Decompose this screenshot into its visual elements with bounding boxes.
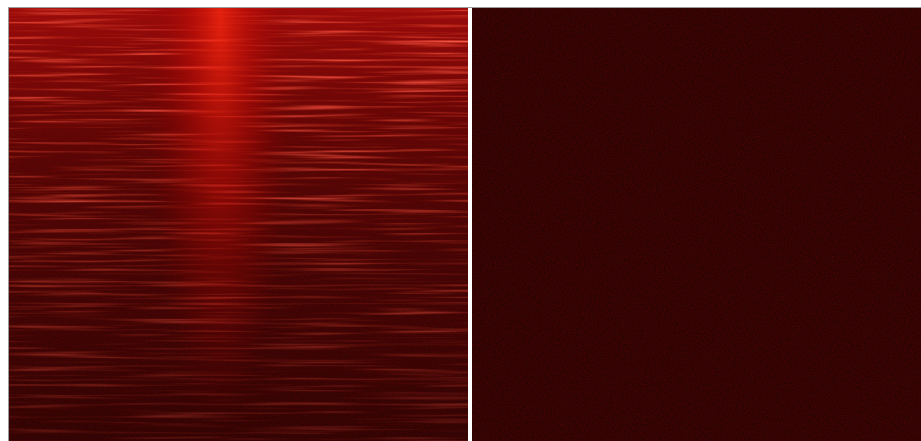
right-heatmap xyxy=(472,8,921,441)
heatmap-grain xyxy=(472,8,921,441)
left-heatmap xyxy=(9,8,468,441)
divider xyxy=(468,8,472,441)
heatmap-grain xyxy=(9,8,468,441)
